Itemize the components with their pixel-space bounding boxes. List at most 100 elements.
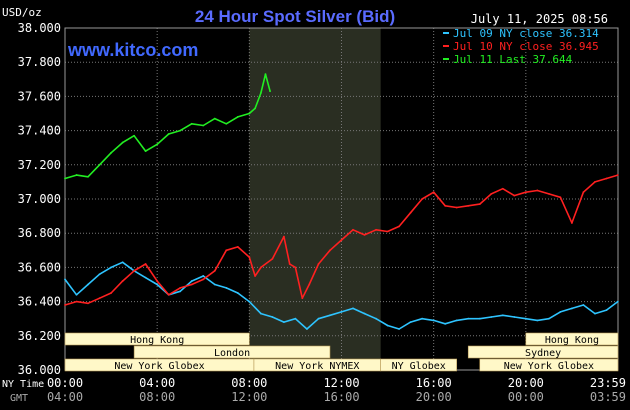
- series-point: [616, 174, 619, 176]
- series-point: [98, 163, 101, 166]
- session-label: New York NYMEX: [275, 361, 359, 372]
- series-point: [98, 273, 101, 276]
- series-group: [64, 174, 619, 306]
- series-point: [317, 317, 320, 320]
- series-point: [167, 133, 170, 135]
- series-point: [179, 290, 182, 293]
- series-point: [455, 206, 458, 209]
- series-point: [386, 324, 389, 327]
- series-line: [64, 174, 619, 306]
- session-bars: Hong Kong Hong Kong London Sydney New York G…: [64, 332, 619, 372]
- series-point: [605, 177, 608, 180]
- series-point: [501, 187, 504, 190]
- y-tick-label: 37.400: [18, 124, 61, 138]
- series-point: [110, 266, 112, 269]
- legend-label: Jul 11 Last 37.644: [453, 53, 573, 66]
- series-point: [455, 319, 458, 322]
- x-tick-label-ny: 16:00: [416, 376, 452, 390]
- series-point: [547, 317, 550, 320]
- series-point: [294, 317, 297, 320]
- series-point: [190, 280, 193, 282]
- series-point: [121, 141, 124, 144]
- series-point: [501, 314, 504, 317]
- x-tick-label-ny: 23:59: [590, 376, 626, 390]
- series-point: [282, 321, 285, 324]
- series-point: [259, 92, 262, 94]
- x-tick-label-ny: 12:00: [323, 376, 359, 390]
- series-point: [271, 257, 274, 260]
- y-tick-label: 36.400: [18, 295, 61, 309]
- series-point: [513, 194, 516, 197]
- series-point: [167, 293, 170, 296]
- series-point: [213, 283, 216, 286]
- y-tick-label: 36.000: [18, 363, 61, 377]
- y-tick-label: 37.200: [18, 158, 61, 172]
- series-point: [133, 269, 136, 272]
- series-point: [225, 249, 228, 252]
- series-point: [64, 304, 66, 306]
- series-point: [421, 198, 424, 200]
- highlight-band: [249, 28, 381, 370]
- series-point: [236, 116, 239, 118]
- y-axis-ticks: 38.000 37.800 37.600 37.400 37.200 37.000 36.8…: [18, 21, 61, 377]
- series-point: [421, 317, 424, 320]
- series-point: [179, 129, 182, 132]
- series-point: [571, 222, 573, 224]
- series-point: [64, 177, 66, 180]
- x-tick-label-gmt: 00:00: [508, 390, 544, 404]
- x-axis-ticks: NY Time GMT 00:0004:0004:0008:0008:0012:…: [2, 376, 626, 404]
- series-point: [605, 309, 608, 312]
- session-bar: [525, 332, 619, 346]
- series-point: [248, 256, 251, 259]
- series-point: [478, 317, 481, 320]
- series-point: [110, 151, 112, 154]
- session-label: Hong Kong: [130, 335, 184, 346]
- x-tick-label-gmt: 12:00: [231, 390, 267, 404]
- series-point: [536, 189, 539, 192]
- series-point: [432, 191, 435, 194]
- series-point: [490, 316, 493, 318]
- series-point: [398, 328, 401, 330]
- session-label: NY Globex: [392, 361, 446, 372]
- series-point: [340, 310, 343, 313]
- series-point: [559, 310, 562, 313]
- series-point: [363, 312, 366, 315]
- series-point: [294, 266, 297, 269]
- series-point: [156, 283, 159, 286]
- series-point: [306, 328, 308, 330]
- series-point: [594, 312, 596, 315]
- chart-title: 24 Hour Spot Silver (Bid): [195, 7, 395, 26]
- series-point: [375, 317, 377, 320]
- series-point: [308, 283, 311, 286]
- series-point: [363, 234, 366, 236]
- session-bar: [467, 345, 619, 359]
- x-tick-label-gmt: 08:00: [139, 390, 175, 404]
- series-point: [582, 304, 585, 306]
- x-tick-label-gmt: 16:00: [323, 390, 359, 404]
- series-point: [409, 321, 412, 324]
- series-point: [190, 283, 193, 286]
- series-point: [398, 225, 401, 228]
- session-label: Sydney: [525, 348, 561, 359]
- series-point: [259, 266, 262, 269]
- series-point: [236, 245, 239, 248]
- grid-lines: [64, 27, 619, 371]
- series-point: [213, 117, 216, 120]
- series-point: [75, 293, 78, 296]
- series-point: [248, 300, 251, 303]
- series-point: [524, 317, 527, 320]
- series-point: [110, 292, 112, 294]
- y-tick-label: 36.200: [18, 329, 61, 343]
- legend-label: Jul 10 NY close 36.945: [453, 40, 599, 53]
- series-point: [444, 204, 447, 207]
- series-point: [444, 322, 447, 325]
- series-point: [352, 307, 354, 310]
- session-label: New York Globex: [114, 361, 204, 372]
- series-point: [121, 261, 124, 264]
- chart-timestamp: July 11, 2025 08:56: [471, 12, 608, 26]
- session-bar: [479, 358, 619, 372]
- series-point: [513, 316, 516, 318]
- series-point: [75, 174, 78, 176]
